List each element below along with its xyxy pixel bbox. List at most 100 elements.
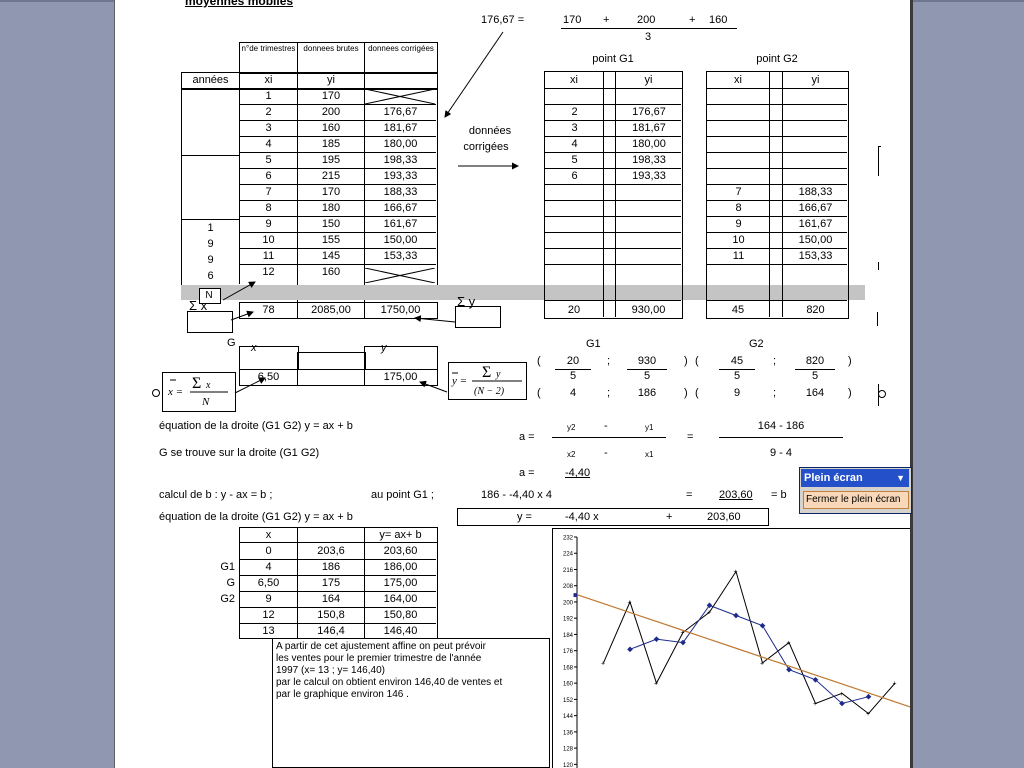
xy-row-x: 6,50 [257, 577, 280, 589]
final-eq-plus: + [666, 511, 673, 523]
xy-row-x: 12 [262, 609, 275, 621]
g2-rows-y: 166,67 [798, 202, 833, 214]
chart-y-tick-label: 120 [563, 763, 574, 768]
xy-row-y: 146,4 [317, 625, 345, 637]
g-row-line [706, 136, 847, 137]
g1-table [544, 71, 683, 319]
g2-rows-x: 8 [735, 202, 742, 214]
xy-row-x: 0 [265, 545, 272, 557]
xy-row-eq: 175,00 [383, 577, 418, 589]
g-row-line [544, 136, 681, 137]
g-row-line [544, 232, 681, 233]
xy-col-eq: y= ax+ b [379, 529, 422, 541]
chart-y-tick-label: 152 [563, 698, 574, 704]
document-page[interactable]: moyennes mobiles 176,67 = 170 + 200 + 16… [114, 0, 911, 768]
g-row-line [544, 200, 681, 201]
sum-x-box [187, 311, 233, 333]
formula-lhs: 176,67 = [481, 14, 525, 26]
chart-y-tick-label: 136 [563, 730, 574, 736]
y-mean-header-box [364, 346, 438, 370]
main-row-line [239, 200, 436, 201]
g1-total-x: 20 [567, 304, 581, 316]
calc-G1: G1 [586, 338, 601, 350]
g1-col-y: yi [644, 74, 653, 86]
header-num-trimestres: n°de trimestres [241, 44, 296, 53]
note-line-5: par le graphique environ 146 . [276, 689, 409, 700]
a-den-values: 9 - 4 [769, 447, 792, 459]
xy-row-line [239, 575, 436, 576]
g-row-line [544, 248, 681, 249]
calc-open-1: ( [537, 355, 541, 367]
corrected-series-point [733, 612, 739, 619]
fullscreen-toolbar-title[interactable]: Plein écran ▼ [801, 469, 909, 487]
xy-row-line [239, 623, 436, 624]
a-result-value: -4,40 [565, 467, 591, 479]
g1-rows-x: 3 [571, 122, 578, 134]
corrected-series-point [653, 636, 660, 642]
calc-sep-4: ; [773, 387, 777, 399]
chart-y-tick-label: 232 [563, 536, 574, 542]
main-table-header-box [239, 42, 438, 74]
note-line-1: A partir de cet ajustement affine on peu… [276, 641, 486, 652]
x-mean-formula-box [162, 372, 236, 412]
g-row-line [544, 152, 681, 153]
trend-line [576, 594, 911, 708]
g-row-line [706, 248, 847, 249]
main-row-y: 155 [321, 234, 341, 246]
raw-series-point: + [601, 660, 605, 667]
close-fullscreen-button[interactable]: Fermer le plein écran [803, 491, 909, 509]
calc-g1x-den: 5 [569, 370, 577, 382]
raw-series-point: + [654, 681, 658, 688]
g2-rows-x: 9 [735, 218, 742, 230]
calc-g1y-val: 186 [637, 387, 657, 399]
calc-bar [555, 369, 591, 370]
calc-g1y-den: 5 [643, 370, 651, 382]
sum-y-label: Σ y [457, 294, 476, 309]
main-row-corrected: 180,00 [383, 138, 418, 150]
main-row-corrected: 176,67 [383, 106, 418, 118]
xy-row-eq: 146,40 [383, 625, 418, 637]
chart-y-tick-label: 208 [563, 584, 574, 590]
main-row-line [239, 264, 436, 265]
main-row-y: 150 [321, 218, 341, 230]
calc-close-2: ) [848, 355, 852, 367]
main-row-x: 11 [262, 250, 275, 262]
xy-row-label: G [226, 577, 235, 589]
g-row-line [706, 300, 847, 301]
chart-y-tick-label: 224 [563, 552, 574, 558]
main-row-line [239, 184, 436, 185]
header-yi: yi [327, 74, 335, 86]
xy-row-line [239, 559, 436, 560]
calc-g2x-val: 9 [733, 387, 741, 399]
xy-row-label: G1 [220, 561, 235, 573]
g2-rows-y: 161,67 [798, 218, 833, 230]
header-donnees-corrigees: donnees corrigées [368, 44, 434, 53]
g1-rows-x: 4 [571, 138, 578, 150]
main-row-y: 215 [321, 170, 341, 182]
calc-sep-2: ; [773, 355, 777, 367]
chart-y-tick-label: 200 [563, 600, 574, 606]
g-row-line [706, 120, 847, 121]
corrected-series-point [759, 622, 766, 629]
g1-rows-y: 176,67 [632, 106, 666, 118]
calc-g2x-num: 45 [730, 355, 744, 367]
y-mean-formula-box [448, 362, 527, 400]
main-row-y: 200 [321, 106, 341, 118]
main-row-corrected: 193,33 [383, 170, 418, 182]
main-row-y: 160 [321, 266, 341, 278]
g1-rows-y: 181,67 [632, 122, 666, 134]
raw-series-point: + [707, 610, 711, 617]
y-mean-formula: y = Σ y (N − 2) [451, 364, 522, 397]
sum-x-label: Σ x [189, 298, 208, 313]
xy-row-eq: 203,60 [383, 545, 418, 557]
main-row-x: 9 [265, 218, 272, 230]
calc-sep-3: ; [607, 387, 611, 399]
main-row-corrected: 198,33 [383, 154, 418, 166]
g2-total-y: 820 [806, 304, 825, 316]
bullet-mark-left [152, 389, 160, 397]
chevron-down-icon[interactable]: ▼ [896, 473, 905, 483]
header-donnees-brutes: donnees brutes [303, 44, 359, 53]
g1-rows-x: 5 [571, 154, 578, 166]
xy-row-line [239, 607, 436, 608]
formula-n3: 160 [709, 14, 728, 26]
